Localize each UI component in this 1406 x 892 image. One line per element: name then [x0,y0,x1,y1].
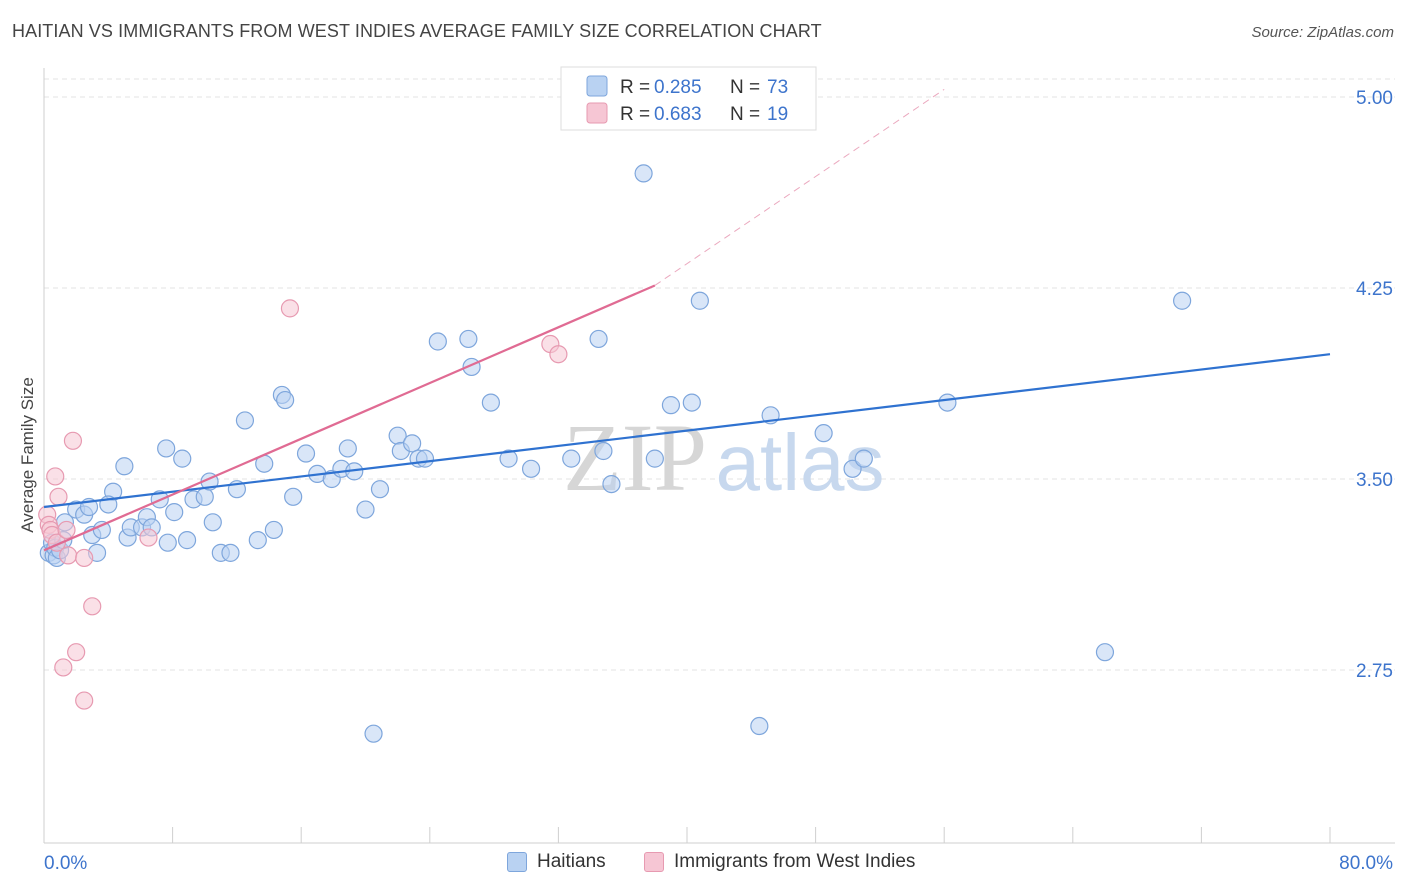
point-haitians-45 [356,500,375,519]
chart-title: HAITIAN VS IMMIGRANTS FROM WEST INDIES A… [12,21,822,41]
point-west-indies-12 [75,691,94,710]
gridlines [44,78,1395,671]
point-haitians-66 [690,291,709,310]
point-haitians-64 [661,396,681,415]
point-west-indies-6 [49,487,68,506]
point-haitians-60 [594,441,613,461]
x-tick-labels: 0.0% 80.0% [44,853,1393,874]
bottom-legend-swatch-west-indies [644,852,664,872]
point-haitians-52 [428,332,447,351]
point-haitians-74 [1173,291,1192,310]
legend-n-label-haitians: N = [730,77,760,98]
point-haitians-27 [195,487,214,506]
axes [43,68,1395,844]
point-west-indies-14 [83,597,102,616]
point-haitians-61 [602,474,621,494]
x-tick-label-min: 0.0% [44,853,87,874]
point-haitians-78 [296,444,316,463]
trendline-west-indies [43,284,656,552]
point-haitians-22 [157,439,176,458]
x-tick-label-max: 80.0% [1339,853,1393,874]
point-haitians-25 [177,531,197,550]
point-west-indies-16 [280,299,300,318]
point-west-indies-7 [54,658,73,677]
bottom-legend-label-west-indies: Immigrants from West Indies [674,851,916,872]
point-haitians-51 [415,449,435,468]
legend-n-value-haitians: 73 [767,77,788,98]
point-haitians-73 [1095,643,1115,662]
trend-lines [654,88,945,286]
bottom-legend: Haitians Immigrants from West Indies [0,851,1406,879]
point-haitians-70 [843,459,862,478]
point-haitians-46 [370,480,390,499]
point-haitians-56 [499,449,518,468]
point-west-indies-8 [57,520,76,540]
watermark: ZIP atlas [563,404,884,511]
legend-swatch-west-indies [586,102,608,124]
point-haitians-29 [203,513,222,532]
point-haitians-49 [403,434,422,453]
trendline-west-indies-extension [654,88,945,286]
top-legend: R = 0.285 N = 73 R = 0.683 N = 19 [560,66,817,131]
point-haitians-43 [338,439,357,458]
point-haitians-75 [364,724,383,743]
point-haitians-31 [221,543,240,562]
point-haitians-15 [115,457,134,476]
point-haitians-58 [562,449,581,468]
point-west-indies-13 [75,548,94,568]
bottom-legend-swatch-haitians [507,852,527,872]
watermark-zip: ZIP [563,404,707,511]
point-haitians-63 [645,449,664,468]
point-west-indies-9 [59,546,78,565]
point-haitians-23 [165,503,184,522]
legend-r-label-haitians: R = [620,77,650,98]
y-tick-label-3: 5.00 [1356,88,1393,109]
point-haitians-33 [235,411,255,430]
point-haitians-59 [589,329,608,349]
y-tick-label-1: 3.50 [1356,470,1393,491]
point-haitians-24 [173,449,192,468]
point-west-indies-15 [139,528,158,547]
point-west-indies-4 [46,467,65,486]
chart-source: Source: ZipAtlas.com [1251,24,1394,41]
point-haitians-67 [750,716,769,736]
point-haitians-72 [938,393,957,412]
point-haitians-53 [459,329,478,349]
series-west-indies [38,299,568,710]
point-haitians-62 [634,164,653,183]
point-haitians-34 [248,531,267,550]
point-west-indies-10 [63,431,83,450]
bottom-legend-haitians: Haitians [507,851,606,873]
legend-r-value-haitians: 0.285 [654,77,702,98]
series-haitians [39,164,1192,743]
trend-lines-solid [43,284,1331,552]
bottom-legend-west-indies: Immigrants from West Indies [644,851,915,873]
point-haitians-71 [854,449,873,468]
point-haitians-76 [158,533,177,552]
point-haitians-55 [481,393,500,412]
point-haitians-57 [521,459,541,478]
y-tick-label-2: 4.25 [1356,279,1393,300]
trendline-haitians [43,353,1331,509]
point-haitians-69 [814,424,833,443]
point-haitians-65 [682,393,701,412]
legend-r-value-west-indies: 0.683 [654,104,702,125]
point-haitians-39 [284,487,303,506]
legend-r-label-west-indies: R = [620,104,650,125]
point-haitians-13 [92,520,111,540]
bottom-legend-label-haitians: Haitians [537,851,606,872]
legend-n-label-west-indies: N = [730,104,760,125]
point-west-indies-11 [67,643,86,662]
point-haitians-38 [276,390,295,410]
y-tick-label-0: 2.75 [1356,661,1393,682]
point-haitians-36 [264,520,283,540]
legend-n-value-west-indies: 19 [767,104,788,125]
point-west-indies-18 [549,345,568,364]
y-axis-label: Average Family Size [18,377,37,533]
y-tick-labels: 2.75 3.50 4.25 5.00 [1356,88,1393,682]
legend-swatch-haitians [586,75,608,97]
